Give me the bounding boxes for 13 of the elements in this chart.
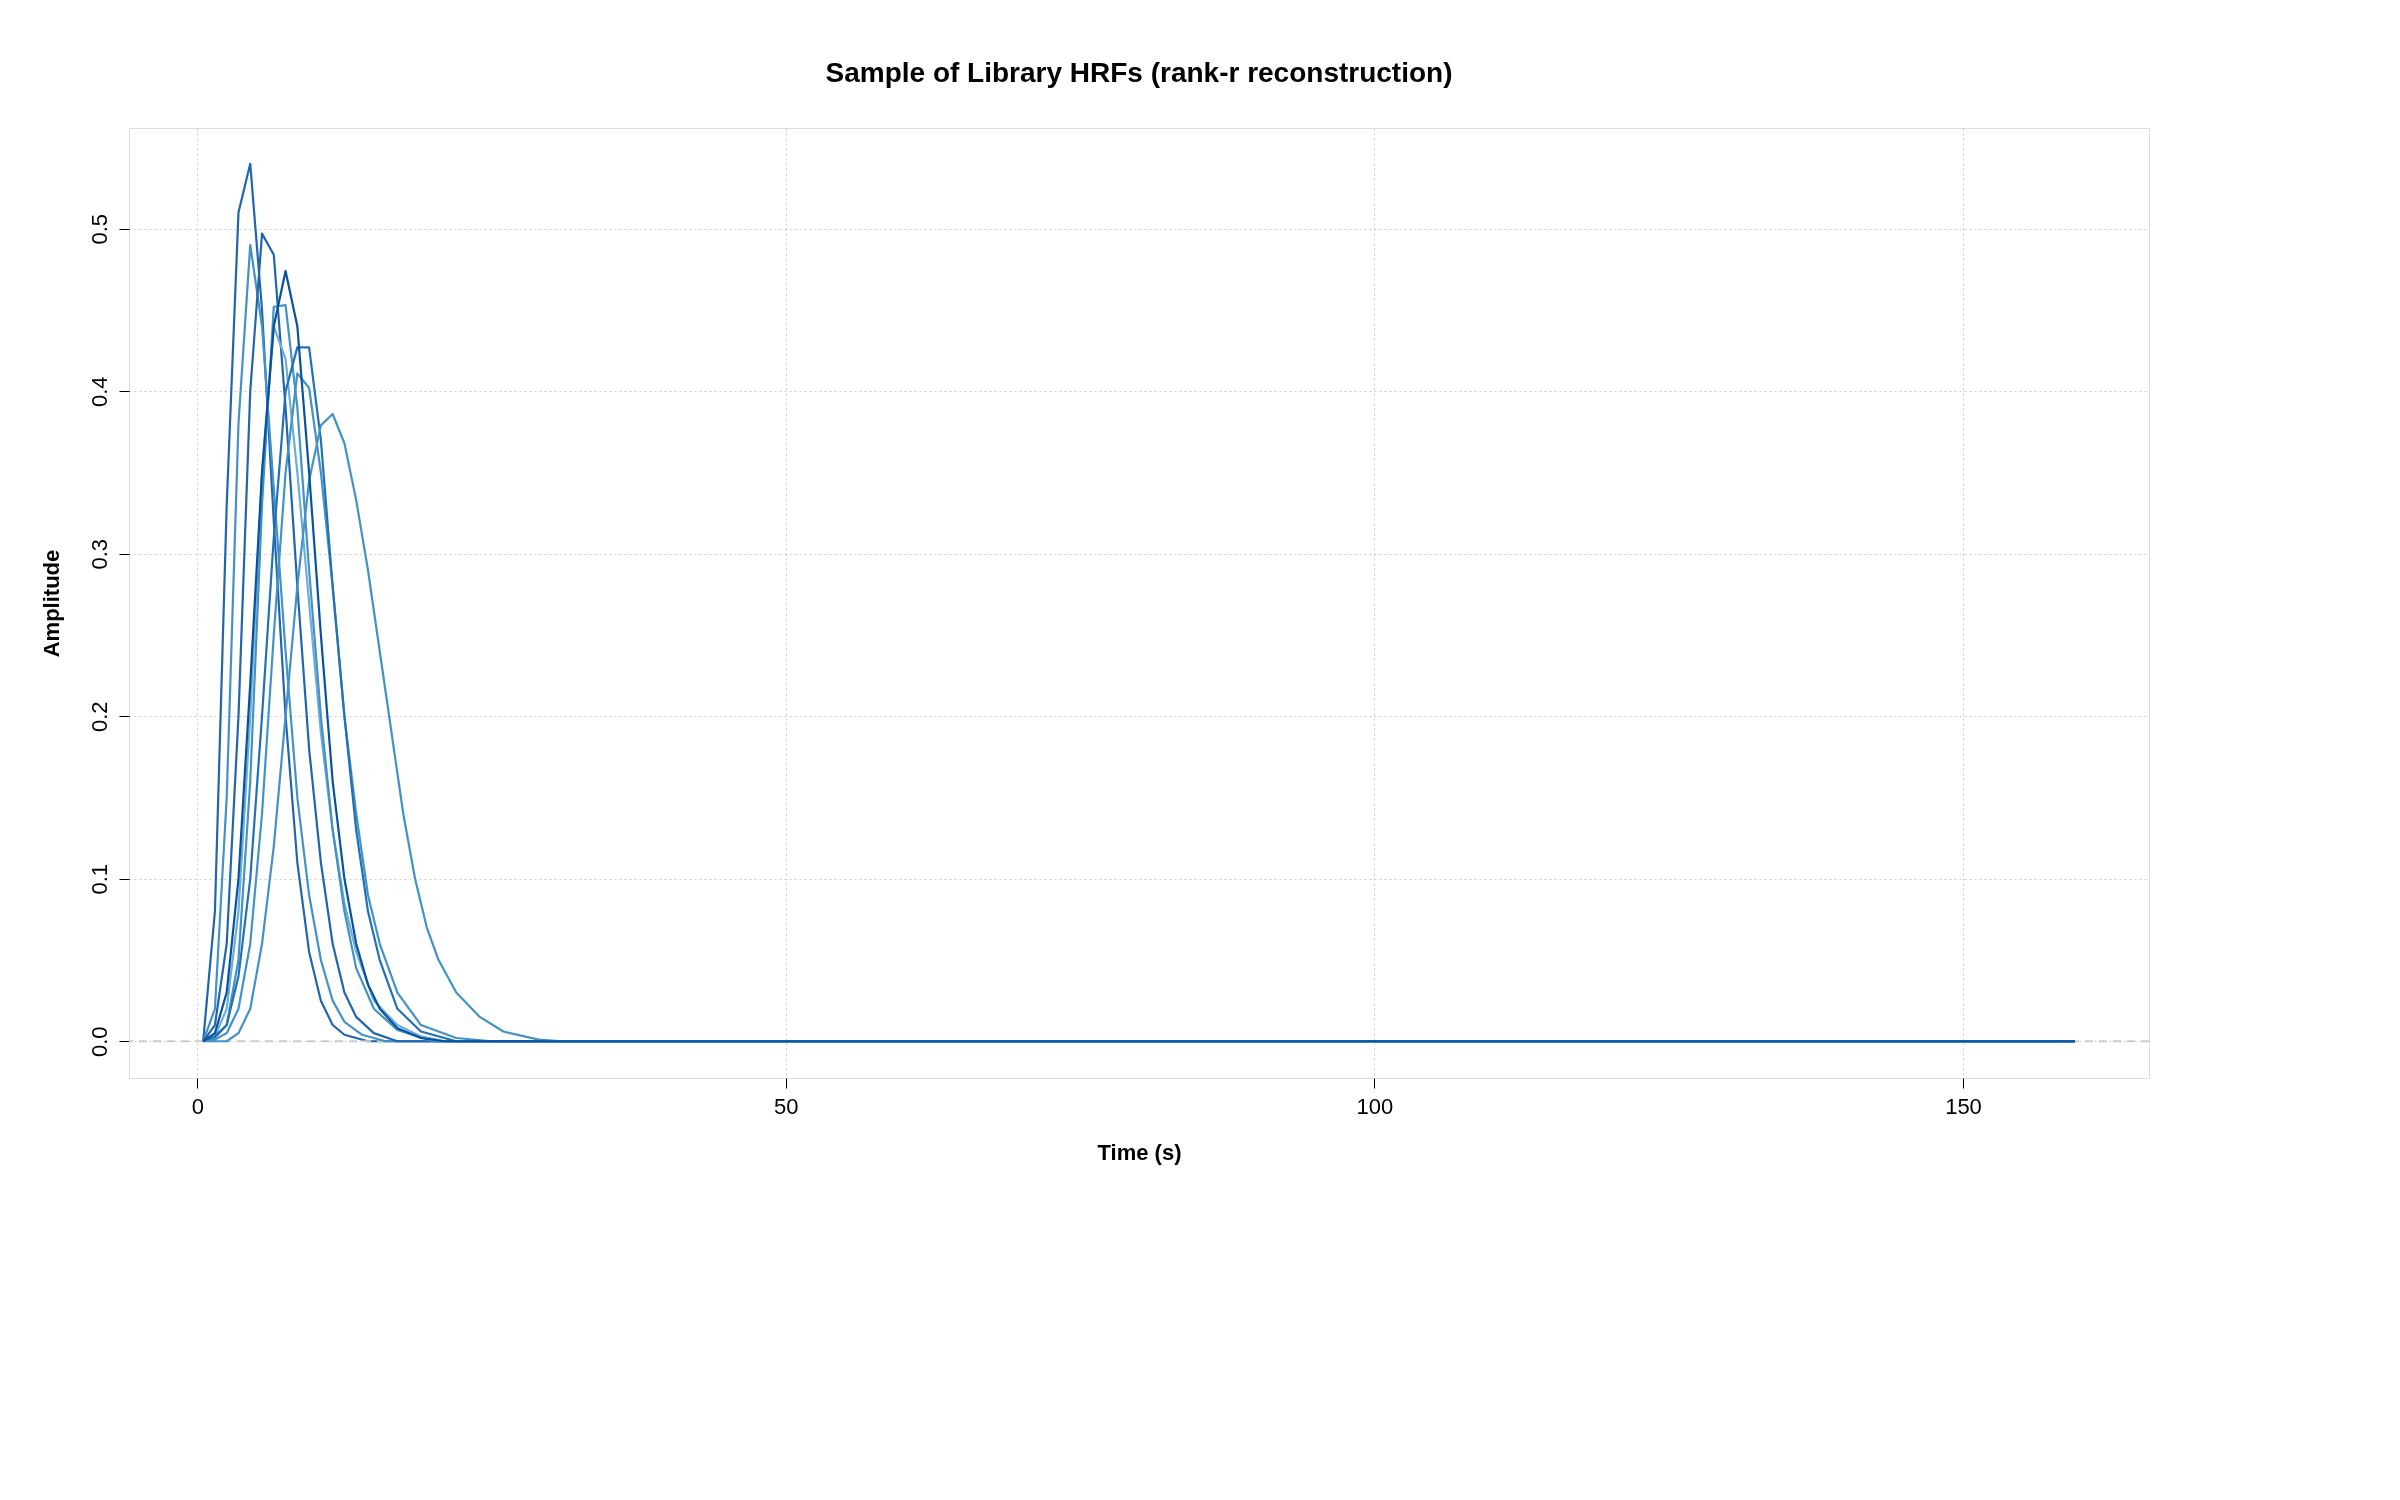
- x-tick-label: 50: [774, 1093, 799, 1119]
- y-axis-title: Amplitude: [38, 549, 64, 658]
- y-tick-label: 0.3: [86, 538, 112, 570]
- y-tick-label: 0.5: [86, 213, 112, 245]
- x-axis-title: Time (s): [1097, 1139, 1182, 1165]
- x-tick-label: 100: [1356, 1093, 1394, 1119]
- y-tick-label: 0.1: [86, 863, 112, 895]
- x-tick-label: 0: [191, 1093, 204, 1119]
- x-tick-label: 150: [1945, 1093, 1982, 1119]
- y-tick-label: 0.2: [86, 701, 112, 733]
- y-tick-label: 0.4: [86, 376, 112, 408]
- chart-title: Sample of Library HRFs (rank-r reconstruction): [825, 57, 1453, 88]
- y-tick-label: 0.0: [86, 1026, 112, 1058]
